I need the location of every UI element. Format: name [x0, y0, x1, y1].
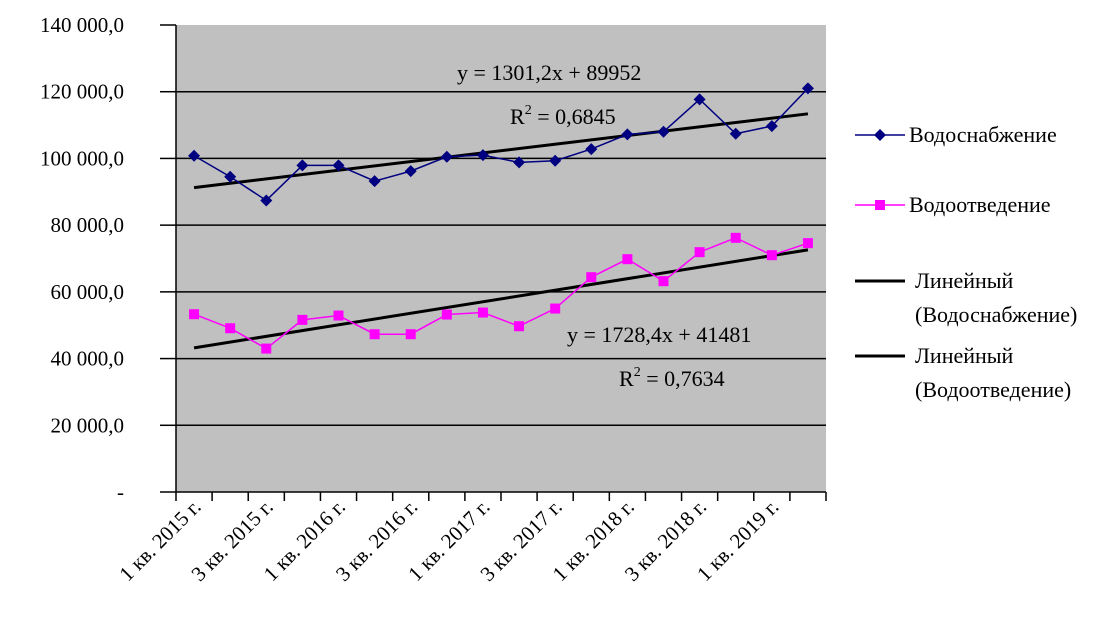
- y-tick-label: 40 000,0: [51, 347, 125, 371]
- data-point-diamond: [729, 127, 742, 140]
- y-tick-label: 120 000,0: [40, 80, 124, 104]
- data-point-square: [766, 250, 777, 261]
- data-point-square: [477, 307, 488, 318]
- r2-1-value: = 0,6845: [532, 104, 616, 129]
- trend-equation-2: y = 1728,4x + 41481: [567, 322, 751, 347]
- r2-2-prefix: R: [619, 366, 634, 391]
- data-point-diamond: [585, 143, 598, 156]
- legend-water-supply-marker: [874, 129, 886, 141]
- data-point-diamond: [657, 125, 670, 138]
- legend-linear-wastewater-label-2: (Водоотведение): [915, 377, 1071, 402]
- legend-wastewater-label: Водоотведение: [909, 192, 1051, 217]
- data-point-diamond: [368, 175, 381, 188]
- data-point-diamond: [260, 194, 273, 207]
- data-point-diamond: [224, 170, 237, 183]
- data-point-square: [694, 247, 705, 258]
- data-point-square: [333, 310, 344, 321]
- data-point-diamond: [476, 149, 489, 162]
- data-point-square: [658, 276, 669, 287]
- data-point-square: [225, 323, 236, 334]
- data-point-square: [730, 232, 741, 243]
- data-point-square: [514, 321, 525, 332]
- series-line-1: [193, 87, 809, 202]
- legend: Водоснабжение Водоотведение Линейный (Во…: [855, 122, 1077, 402]
- legend-item-wastewater: Водоотведение: [855, 192, 1051, 217]
- data-point-diamond: [188, 149, 201, 162]
- data-point-diamond: [765, 120, 778, 133]
- data-point-square: [297, 314, 308, 325]
- data-point-square: [189, 309, 200, 320]
- legend-water-supply-label: Водоснабжение: [909, 122, 1057, 147]
- legend-linear-water-supply-label-2: (Водоснабжение): [915, 302, 1077, 327]
- data-point-diamond: [296, 159, 309, 172]
- trend-r2-2: R2 = 0,7634: [619, 365, 725, 391]
- y-tick-label: -: [117, 480, 124, 504]
- trendline-2: [193, 248, 809, 350]
- series: [188, 82, 814, 354]
- plot-area: [176, 25, 826, 492]
- r2-2-sup: 2: [634, 365, 641, 380]
- r2-1-sup: 2: [525, 103, 532, 118]
- data-point-square: [586, 272, 597, 283]
- legend-item-linear-water-supply: Линейный (Водоснабжение): [855, 268, 1077, 327]
- data-point-square: [802, 238, 813, 249]
- data-point-square: [261, 343, 272, 354]
- data-point-square: [441, 309, 452, 320]
- data-point-diamond: [440, 150, 453, 163]
- y-tick-label: 60 000,0: [51, 280, 125, 304]
- data-point-diamond: [404, 165, 417, 178]
- legend-linear-wastewater-label-1: Линейный: [915, 343, 1014, 368]
- series-line-2: [193, 237, 809, 350]
- x-ticks: 1 кв. 2015 г.3 кв. 2015 г.1 кв. 2016 г.3…: [114, 492, 827, 586]
- y-tick-label: 80 000,0: [51, 213, 125, 237]
- data-point-diamond: [801, 82, 814, 95]
- data-point-square: [369, 329, 380, 340]
- legend-item-linear-wastewater: Линейный (Водоотведение): [855, 343, 1071, 402]
- r2-1-prefix: R: [510, 104, 525, 129]
- legend-linear-water-supply-label-1: Линейный: [915, 268, 1014, 293]
- data-point-square: [550, 303, 561, 314]
- y-tick-label: 20 000,0: [51, 413, 125, 437]
- trend-equation-1: y = 1301,2x + 89952: [457, 60, 641, 85]
- trendline-1: [193, 112, 809, 190]
- data-point-diamond: [332, 159, 345, 172]
- y-ticks: - 20 000,0 40 000,0 60 000,0 80 000,0 100 000…: [40, 13, 176, 504]
- data-point-diamond: [621, 128, 634, 141]
- data-point-diamond: [549, 154, 562, 167]
- y-tick-label: 140 000,0: [40, 13, 124, 37]
- legend-item-water-supply: Водоснабжение: [855, 122, 1057, 147]
- data-point-square: [405, 329, 416, 340]
- data-point-square: [622, 254, 633, 265]
- trend-r2-1: R2 = 0,6845: [510, 103, 616, 129]
- y-tick-label: 100 000,0: [40, 146, 124, 170]
- r2-2-value: = 0,7634: [641, 366, 725, 391]
- legend-wastewater-marker: [875, 200, 885, 210]
- trendlines: [193, 112, 809, 350]
- data-point-diamond: [693, 93, 706, 106]
- data-point-diamond: [513, 156, 526, 169]
